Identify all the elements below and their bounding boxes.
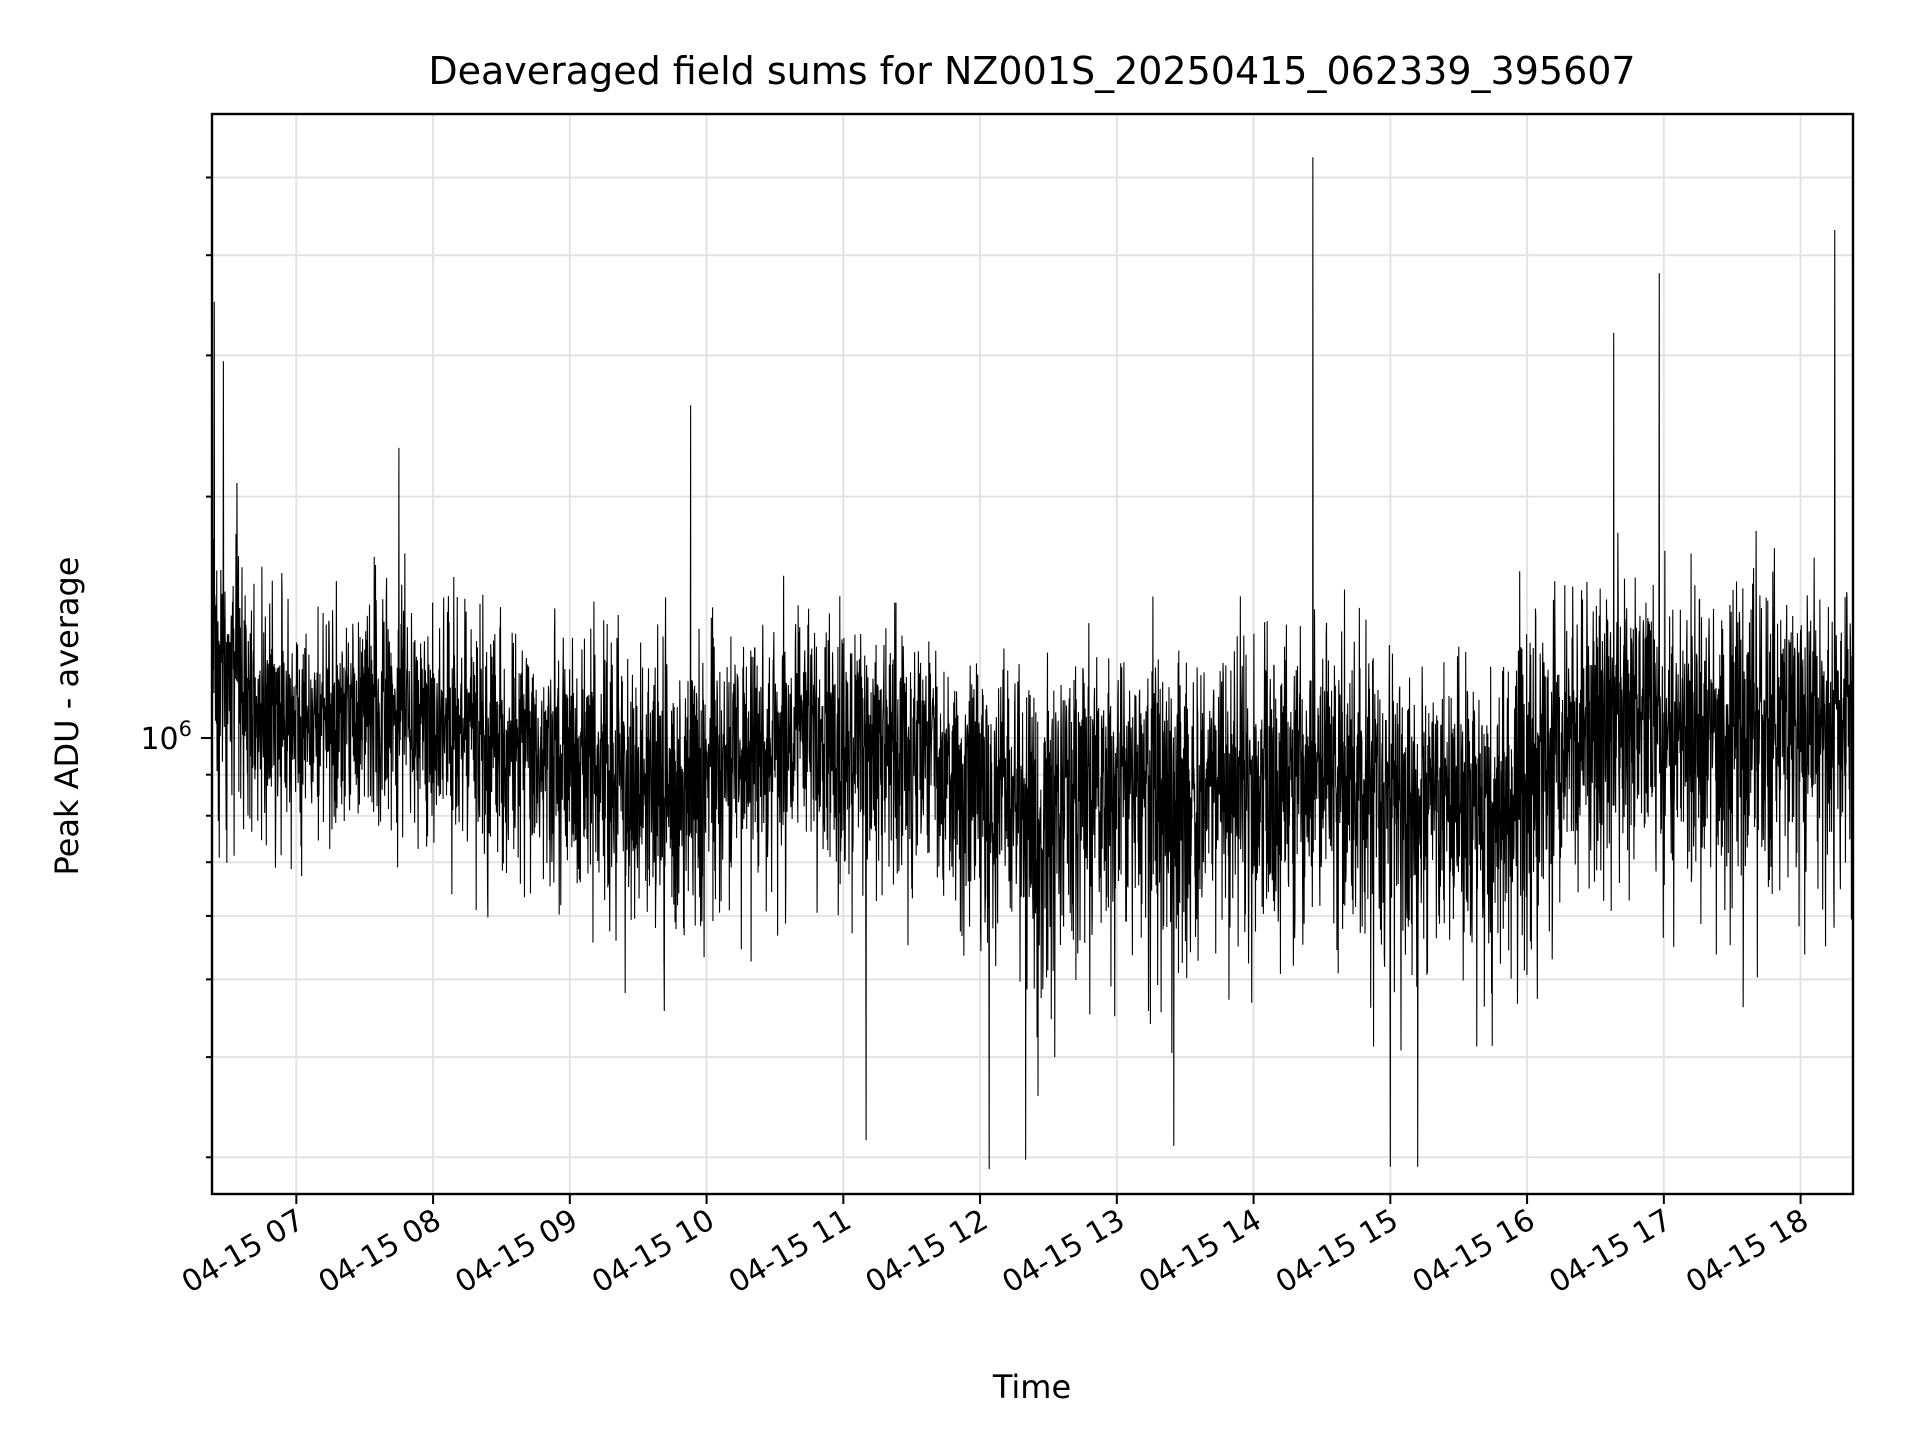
x-tick-label: 04-15 09	[450, 1203, 584, 1301]
x-tick-label: 04-15 07	[176, 1203, 310, 1301]
x-tick-label: 04-15 10	[586, 1203, 720, 1301]
x-tick-label: 04-15 14	[1133, 1203, 1267, 1301]
y-tick-labels: 106	[140, 717, 192, 757]
x-tick-label: 04-15 15	[1270, 1203, 1404, 1301]
axis-ticks	[201, 176, 1802, 1204]
x-tick-label: 04-15 11	[723, 1203, 857, 1301]
x-tick-labels: 04-15 07 04-15 08 04-15 09 04-15 10 04-15 11…	[176, 1203, 1815, 1301]
y-tick-label: 106	[140, 717, 192, 757]
x-tick-label: 04-15 18	[1680, 1203, 1814, 1301]
x-tick-label: 04-15 17	[1544, 1203, 1678, 1301]
chart-title: Deaveraged field sums for NZ001S_2025041…	[428, 49, 1635, 93]
series-line	[212, 157, 1853, 1170]
series-layer	[212, 157, 1853, 1170]
x-tick-label: 04-15 16	[1407, 1203, 1541, 1301]
x-tick-label: 04-15 08	[313, 1203, 447, 1301]
x-tick-label: 04-15 12	[860, 1203, 994, 1301]
x-axis-label: Time	[992, 1368, 1071, 1406]
plot-area-frame	[210, 112, 1855, 1196]
x-tick-label: 04-15 13	[997, 1203, 1131, 1301]
y-axis-label: Peak ADU - average	[48, 557, 86, 876]
